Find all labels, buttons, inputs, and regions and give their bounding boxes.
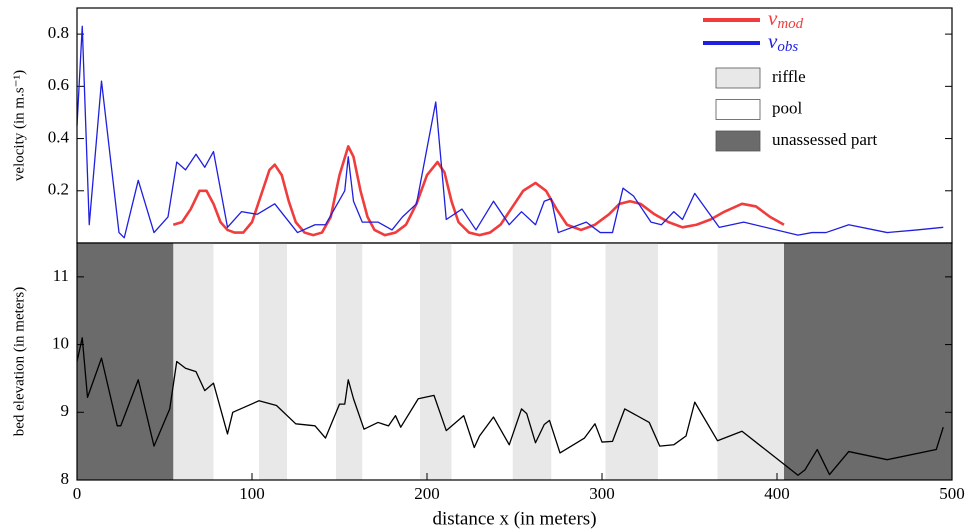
plot-frame [76,7,953,244]
x-tick-label: 300 [589,484,615,503]
region-span [77,243,174,480]
legend-swatch [715,67,761,89]
x-tick-label: 500 [939,484,965,503]
legend-label: vobs [768,29,798,56]
y-tick-label: 0.8 [48,23,69,42]
legend-label: pool [772,98,803,117]
legend-label: riffle [772,67,806,86]
y-tick-label: 11 [53,266,69,285]
y-tick-label: 8 [61,469,70,488]
y-tick-label: 9 [61,401,70,420]
series-line [76,337,944,476]
legend-swatch [715,130,761,152]
region-span [512,243,552,480]
region-span [605,243,658,480]
x-tick-label: 200 [414,484,440,503]
legend-label: unassessed part [772,130,878,149]
region-span [717,243,784,480]
x-tick-label: 400 [764,484,790,503]
y-tick-label: 0.2 [48,180,69,199]
x-tick-label: 0 [73,484,82,503]
y-tick-label: 10 [52,333,69,352]
x-axis-label: distance x (in meters) [432,508,596,529]
x-tick-label: 100 [239,484,265,503]
legend-swatch [715,99,761,120]
region-span [420,243,452,480]
legend-label: vmod [768,6,804,33]
y-tick-label: 0.4 [48,127,70,146]
series-line [76,25,944,239]
y-tick-label: 0.6 [48,75,69,94]
region-span [259,243,287,480]
region-span [784,243,952,480]
region-span [336,243,363,480]
y-axis-label: bed elevation (in meters) [11,287,27,437]
plot-frame [76,242,953,481]
region-span [173,243,214,480]
series-line [172,145,785,237]
y-axis-label: velocity (in m.s⁻¹) [11,70,27,181]
